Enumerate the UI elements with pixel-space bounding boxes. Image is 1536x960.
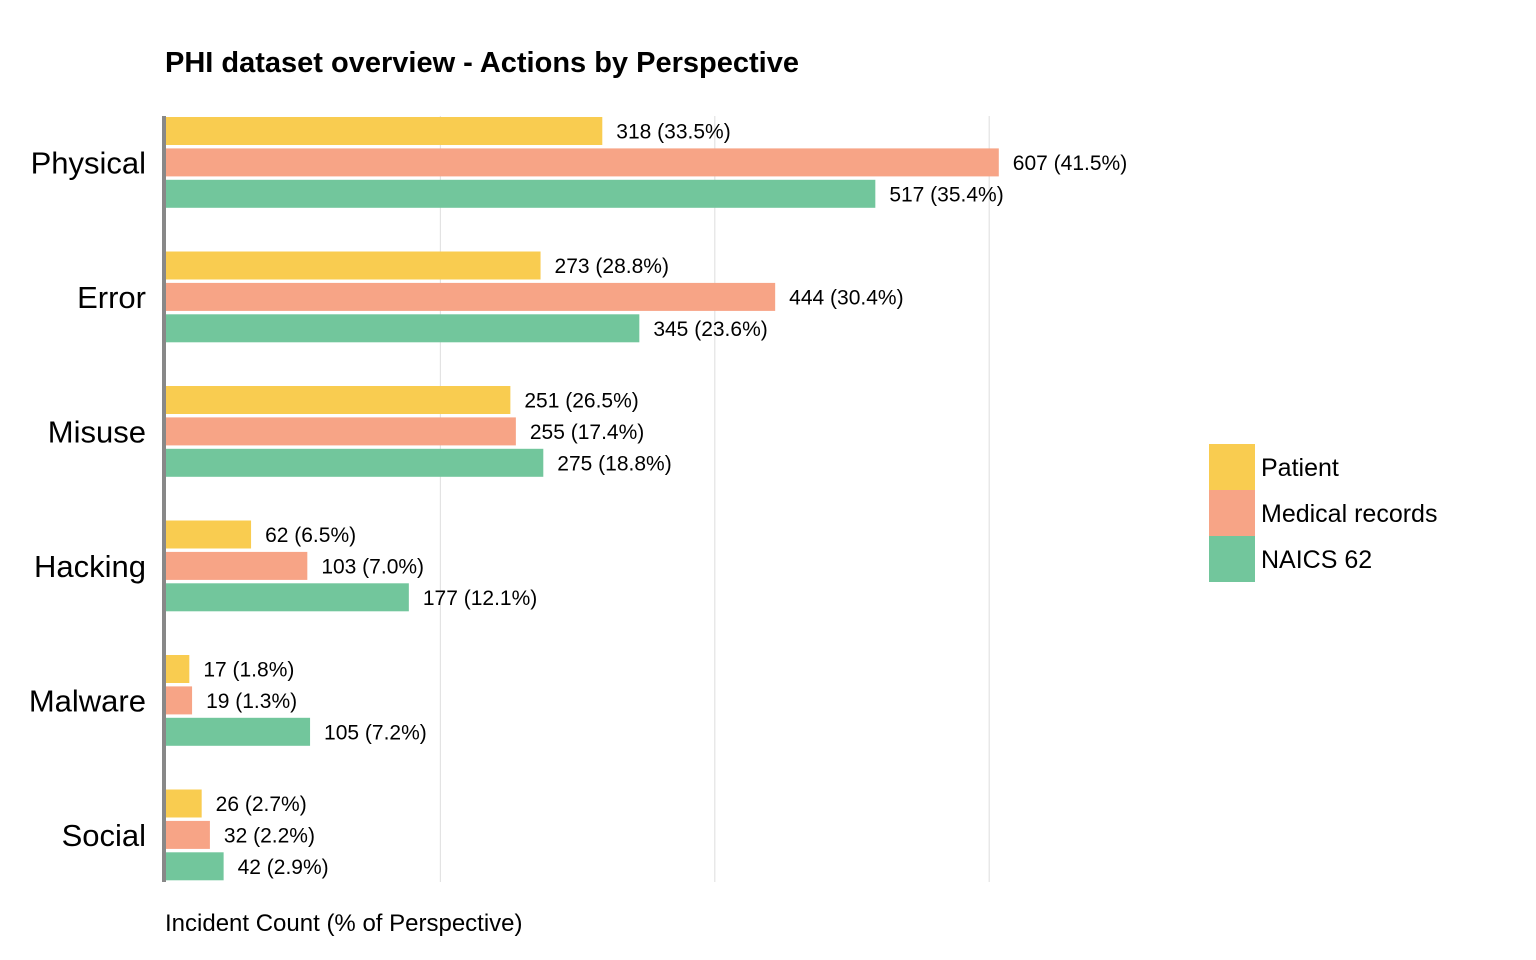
bar bbox=[166, 314, 640, 343]
grid bbox=[439, 116, 990, 882]
bar bbox=[166, 282, 776, 311]
x-axis-label: Incident Count (% of Perspective) bbox=[165, 910, 523, 937]
bar bbox=[166, 179, 876, 208]
bar bbox=[166, 583, 409, 612]
bars: 318 (33.5%) 607 (41.5%) 517 (35.4%) 273 (28… bbox=[166, 117, 1127, 881]
bar bbox=[166, 117, 603, 145]
category-label: Misuse bbox=[48, 414, 146, 449]
data-label: 275 (18.8%) bbox=[557, 452, 671, 475]
bar bbox=[166, 417, 516, 446]
legend-label: NAICS 62 bbox=[1261, 546, 1372, 574]
chart-title: PHI dataset overview - Actions by Perspe… bbox=[165, 47, 799, 79]
legend: Patient Medical records NAICS 62 bbox=[1209, 444, 1437, 582]
category-labels: Physical Error Misuse Hacking Malware Social bbox=[29, 145, 146, 853]
data-label: 19 (1.3%) bbox=[206, 690, 297, 713]
data-label: 607 (41.5%) bbox=[1013, 152, 1127, 175]
data-label: 517 (35.4%) bbox=[889, 183, 1003, 206]
data-label: 177 (12.1%) bbox=[423, 587, 537, 610]
category-label: Error bbox=[77, 280, 146, 315]
legend-label: Patient bbox=[1261, 454, 1339, 482]
bar bbox=[166, 251, 541, 280]
legend-swatch bbox=[1209, 536, 1255, 582]
bar bbox=[166, 820, 210, 849]
data-label: 26 (2.7%) bbox=[216, 793, 307, 816]
legend-swatch bbox=[1209, 490, 1255, 536]
data-label: 251 (26.5%) bbox=[524, 390, 638, 413]
legend-label: Medical records bbox=[1261, 500, 1437, 528]
bar bbox=[166, 551, 308, 580]
data-label: 42 (2.9%) bbox=[238, 856, 329, 879]
bar bbox=[166, 717, 311, 746]
data-label: 105 (7.2%) bbox=[324, 721, 427, 744]
data-label: 62 (6.5%) bbox=[265, 524, 356, 547]
bar bbox=[166, 655, 190, 683]
data-label: 103 (7.0%) bbox=[321, 555, 424, 578]
bar bbox=[166, 686, 193, 715]
data-label: 444 (30.4%) bbox=[789, 286, 903, 309]
data-label: 273 (28.8%) bbox=[555, 255, 669, 278]
bar bbox=[166, 520, 252, 549]
category-label: Physical bbox=[31, 145, 146, 180]
category-label: Social bbox=[62, 818, 146, 853]
category-label: Malware bbox=[29, 683, 146, 718]
bar bbox=[166, 852, 224, 881]
bar bbox=[166, 386, 511, 414]
data-label: 17 (1.8%) bbox=[203, 659, 294, 682]
data-label: 318 (33.5%) bbox=[616, 121, 730, 144]
bar bbox=[166, 789, 202, 818]
bar bbox=[166, 148, 999, 177]
data-label: 32 (2.2%) bbox=[224, 824, 315, 847]
data-label: 345 (23.6%) bbox=[653, 318, 767, 341]
category-label: Hacking bbox=[34, 549, 146, 584]
data-label: 255 (17.4%) bbox=[530, 421, 644, 444]
legend-swatch bbox=[1209, 444, 1255, 490]
bar bbox=[166, 448, 544, 477]
